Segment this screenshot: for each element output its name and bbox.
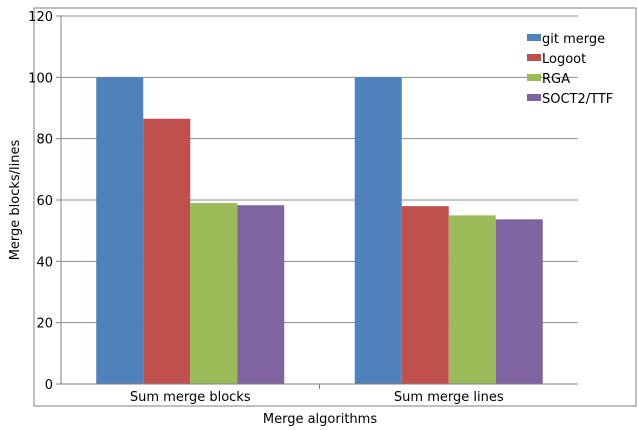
y-tick-label: 100 (28, 71, 53, 86)
y-tick-label: 20 (36, 317, 53, 332)
x-tick-label: Sum merge lines (394, 390, 504, 405)
y-tick-label: 120 (28, 10, 53, 25)
x-tick-label: Sum merge blocks (130, 390, 251, 405)
bar (237, 205, 285, 384)
bars (96, 77, 543, 384)
x-axis-title: Merge algorithms (263, 412, 377, 427)
bar (401, 206, 449, 384)
bar (190, 203, 238, 384)
legend-label: Logoot (542, 52, 586, 67)
bar (448, 215, 496, 384)
legend-swatch (527, 54, 541, 61)
bar (96, 77, 144, 384)
legend-swatch (527, 74, 541, 81)
legend-label: RGA (542, 72, 570, 87)
legend-swatch (527, 34, 541, 41)
bar (143, 118, 191, 384)
x-tick-labels: Sum merge blocks Sum merge lines (130, 384, 504, 405)
legend: git merge Logoot RGA SOCT2/TTF (527, 32, 613, 107)
y-axis-title: Merge blocks/lines (8, 139, 23, 260)
y-tick-label: 0 (45, 378, 53, 393)
y-tick-label: 40 (36, 255, 53, 270)
legend-swatch (527, 94, 541, 101)
chart-frame (33, 7, 637, 407)
bar (495, 219, 543, 384)
legend-label: git merge (542, 32, 605, 47)
y-tick-label: 80 (36, 133, 53, 148)
y-tick-labels: 0 20 40 60 80 100 120 (28, 10, 53, 393)
y-tick-label: 60 (36, 194, 53, 209)
legend-label: SOCT2/TTF (542, 92, 613, 107)
bar (354, 77, 402, 384)
